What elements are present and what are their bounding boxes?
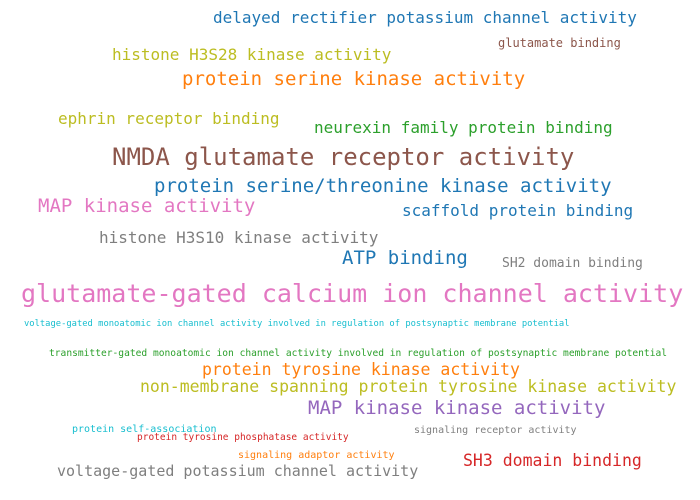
term-protein-serine-kinase-activity: protein serine kinase activity — [182, 68, 526, 90]
term-nmda-glutamate-receptor-activity: NMDA glutamate receptor activity — [112, 143, 575, 171]
term-scaffold-protein-binding: scaffold protein binding — [402, 201, 634, 220]
term-signaling-receptor-activity: signaling receptor activity — [414, 425, 577, 436]
term-histone-h3s28-kinase-activity: histone H3S28 kinase activity — [112, 45, 392, 64]
term-neurexin-family-protein-binding: neurexin family protein binding — [314, 118, 613, 137]
term-glutamate-binding: glutamate binding — [498, 36, 621, 50]
term-transmitter-gated-ion-channel-postsynaptic: transmitter-gated monoatomic ion channel… — [49, 348, 668, 359]
term-sh2-domain-binding: SH2 domain binding — [502, 256, 643, 271]
term-histone-h3s10-kinase-activity: histone H3S10 kinase activity — [99, 228, 379, 247]
term-protein-tyrosine-phosphatase-activity: protein tyrosine phosphatase activity — [137, 432, 349, 443]
term-map-kinase-kinase-activity: MAP kinase kinase activity — [308, 397, 606, 419]
term-glutamate-gated-calcium-ion-channel-activity: glutamate-gated calcium ion channel acti… — [21, 279, 684, 308]
term-voltage-gated-ion-channel-postsynaptic: voltage-gated monoatomic ion channel act… — [24, 319, 570, 329]
term-protein-self-association: protein self-association — [72, 424, 217, 435]
term-delayed-rectifier-potassium-channel-activity: delayed rectifier potassium channel acti… — [213, 8, 637, 27]
term-non-membrane-spanning-protein-tyrosine-kinase-activity: non-membrane spanning protein tyrosine k… — [140, 377, 677, 396]
term-voltage-gated-potassium-channel-activity: voltage-gated potassium channel activity — [57, 462, 419, 480]
term-signaling-adaptor-activity: signaling adaptor activity — [238, 450, 395, 461]
term-protein-tyrosine-kinase-activity: protein tyrosine kinase activity — [202, 360, 520, 379]
term-atp-binding: ATP binding — [342, 247, 468, 269]
term-ephrin-receptor-binding: ephrin receptor binding — [58, 109, 280, 128]
term-sh3-domain-binding: SH3 domain binding — [463, 451, 642, 470]
term-map-kinase-activity: MAP kinase activity — [38, 195, 256, 217]
term-protein-serine-threonine-kinase-activity: protein serine/threonine kinase activity — [154, 175, 612, 197]
